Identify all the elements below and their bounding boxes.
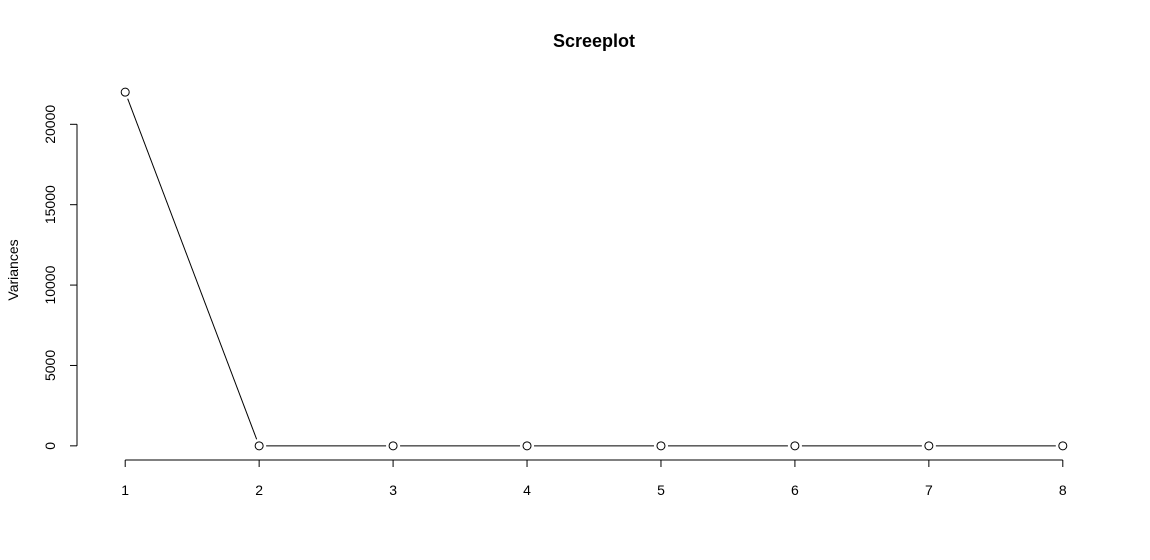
series-group xyxy=(120,87,1068,451)
y-tick-label: 0 xyxy=(42,442,58,450)
data-point xyxy=(522,441,532,451)
data-point xyxy=(120,87,130,97)
y-tick-label: 15000 xyxy=(42,185,58,224)
y-tick-label: 5000 xyxy=(42,350,58,381)
data-point xyxy=(790,441,800,451)
x-tick-label: 2 xyxy=(255,482,263,498)
y-tick-label: 10000 xyxy=(42,265,58,304)
data-point xyxy=(656,441,666,451)
x-tick-label: 6 xyxy=(791,482,799,498)
data-point xyxy=(254,441,264,451)
data-point xyxy=(388,441,398,451)
x-tick-label: 8 xyxy=(1059,482,1067,498)
x-tick-label: 7 xyxy=(925,482,933,498)
axes-group: 1 2 3 4 5 6 7 8 0 5000 10000 15000 20000 xyxy=(42,105,1067,498)
data-point xyxy=(1058,441,1068,451)
x-tick-label: 4 xyxy=(523,482,531,498)
y-tick-label: 20000 xyxy=(42,105,58,144)
x-tick-label: 3 xyxy=(389,482,397,498)
data-point xyxy=(924,441,934,451)
series-line-segment xyxy=(127,98,258,440)
x-tick-label: 5 xyxy=(657,482,665,498)
x-tick-label: 1 xyxy=(121,482,129,498)
y-axis-label: Variances xyxy=(5,239,21,300)
chart-title: Screeplot xyxy=(553,31,635,51)
